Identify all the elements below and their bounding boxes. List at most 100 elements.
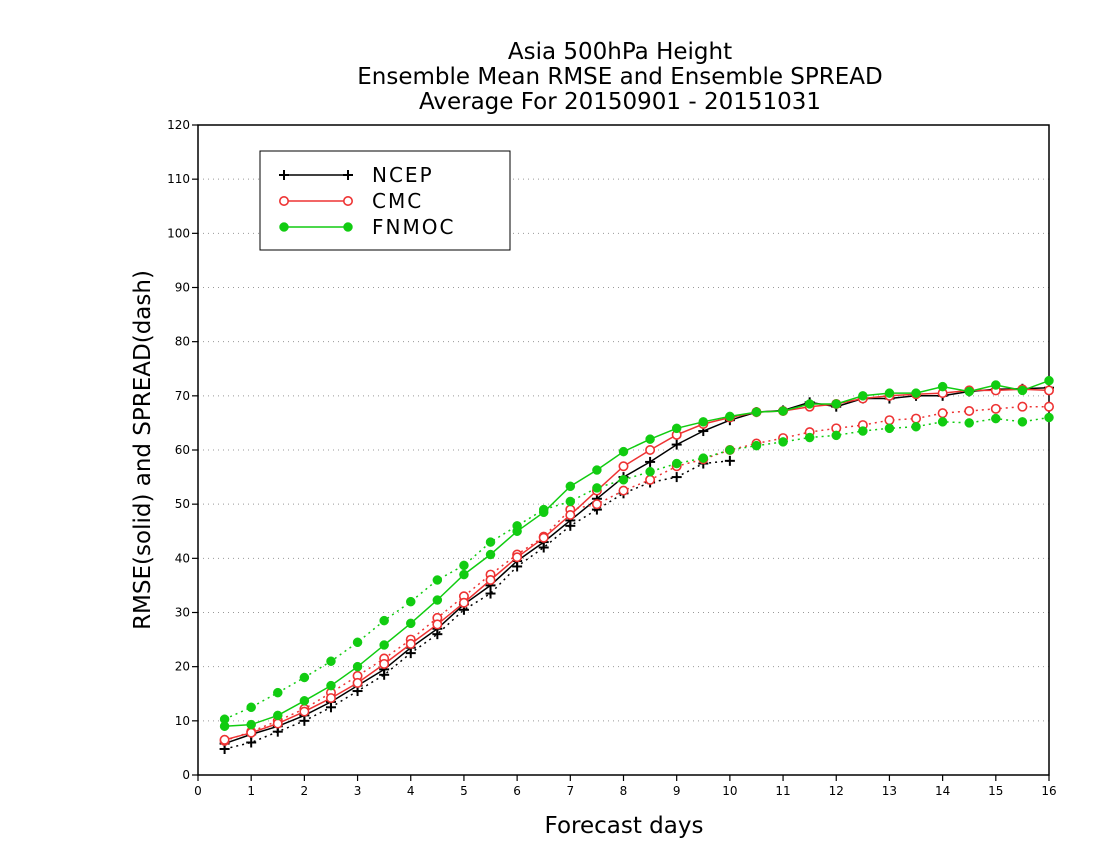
fnmoc-rmse-point <box>326 680 336 691</box>
legend-label-ncep: NCEP <box>372 163 434 187</box>
x-tick-label-0: 0 <box>194 784 202 798</box>
fnmoc-rmse-point <box>831 399 841 409</box>
fnmoc-rmse-point <box>725 411 735 422</box>
x-tick-label-11: 11 <box>775 784 790 798</box>
fnmoc-rmse-point <box>565 481 576 492</box>
fnmoc-rmse-point <box>618 446 629 457</box>
y-axis-label: RMSE(solid) and SPREAD(dash) <box>130 270 156 630</box>
fnmoc-spread-point <box>964 418 974 428</box>
fnmoc-spread-point <box>246 702 256 713</box>
fnmoc-rmse-point <box>671 423 682 434</box>
chart-title-line-3: Average For 20150901 - 20151031 <box>419 89 821 115</box>
cmc-rmse-point <box>272 718 283 729</box>
legend-marker-ncep-start <box>279 170 289 180</box>
fnmoc-spread-point <box>831 430 841 441</box>
fnmoc-rmse-point <box>352 661 363 672</box>
cmc-rmse-point <box>219 734 230 745</box>
legend-marker-cmc-start <box>278 196 289 207</box>
y-tick-label-110: 110 <box>167 172 190 186</box>
fnmoc-spread-point <box>299 672 310 683</box>
cmc-spread-point <box>884 415 895 426</box>
fnmoc-rmse-point <box>406 618 416 629</box>
fnmoc-rmse-point <box>592 465 602 475</box>
x-tick-label-8: 8 <box>620 784 628 798</box>
fnmoc-spread-point <box>645 466 655 477</box>
x-tick-label-9: 9 <box>673 784 681 798</box>
fnmoc-spread-point <box>671 458 682 469</box>
fnmoc-spread-point <box>751 440 762 451</box>
fnmoc-spread-point <box>485 537 496 547</box>
cmc-spread-point <box>591 499 602 510</box>
fnmoc-spread-point <box>778 437 788 447</box>
legend-label-fnmoc: FNMOC <box>372 215 455 239</box>
fnmoc-rmse-point <box>884 388 895 398</box>
ncep-rmse-point <box>645 456 656 467</box>
y-tick-label-30: 30 <box>175 606 190 620</box>
x-tick-label-14: 14 <box>935 784 950 798</box>
fnmoc-rmse-point <box>858 391 868 401</box>
cmc-spread-point <box>1044 401 1055 412</box>
x-tick-label-4: 4 <box>407 784 415 798</box>
fnmoc-spread-point <box>379 615 389 626</box>
cmc-rmse-point <box>325 693 336 704</box>
fnmoc-spread-point <box>459 560 469 571</box>
y-tick-label-40: 40 <box>175 551 190 565</box>
fnmoc-rmse-point <box>299 696 310 706</box>
cmc-spread-point <box>1017 401 1028 412</box>
fnmoc-rmse-point <box>991 380 1001 390</box>
cmc-rmse-point <box>352 677 363 688</box>
series-layer <box>219 375 1055 754</box>
fnmoc-rmse-point <box>512 526 522 536</box>
legend-label-cmc: CMC <box>372 189 423 213</box>
series-fnmoc <box>219 375 1054 731</box>
x-tick-label-7: 7 <box>566 784 574 798</box>
fnmoc-rmse-point <box>485 549 496 560</box>
fnmoc-spread-point <box>991 413 1001 424</box>
fnmoc-rmse-point <box>937 381 948 392</box>
y-tick-label-0: 0 <box>182 768 190 782</box>
fnmoc-rmse-point <box>246 719 256 730</box>
y-tick-label-100: 100 <box>167 226 190 240</box>
cmc-rmse-point <box>432 619 443 630</box>
chart-title-line-1: Asia 500hPa Height <box>508 39 732 65</box>
x-tick-label-16: 16 <box>1041 784 1056 798</box>
fnmoc-rmse-point <box>432 595 443 605</box>
cmc-spread-point <box>964 405 975 416</box>
cmc-rmse-point <box>512 552 523 563</box>
cmc-rmse-point <box>1044 385 1055 396</box>
fnmoc-rmse-point <box>645 434 655 444</box>
x-axis-label: Forecast days <box>545 813 704 839</box>
legend-marker-ncep-end <box>343 170 353 180</box>
legend-marker-fnmoc-start <box>279 222 289 232</box>
cmc-spread-point <box>937 408 948 419</box>
fnmoc-spread-point <box>565 496 576 507</box>
cmc-rmse-point <box>299 706 310 717</box>
cmc-rmse-point <box>565 509 576 520</box>
y-tick-label-60: 60 <box>175 443 190 457</box>
chart-title-line-2: Ensemble Mean RMSE and Ensemble SPREAD <box>357 64 882 90</box>
cmc-spread-point <box>990 403 1001 414</box>
cmc-rmse-point <box>618 461 629 472</box>
y-tick-label-80: 80 <box>175 335 190 349</box>
fnmoc-spread-point <box>937 417 948 427</box>
x-tick-label-10: 10 <box>722 784 737 798</box>
cmc-spread-point <box>645 474 656 485</box>
ncep-spread-line <box>224 460 730 750</box>
fnmoc-spread-point <box>698 453 709 463</box>
fnmoc-spread-point <box>911 421 921 432</box>
x-tick-label-5: 5 <box>460 784 468 798</box>
fnmoc-spread-point <box>406 596 416 607</box>
y-tick-label-90: 90 <box>175 281 190 295</box>
fnmoc-rmse-point <box>273 710 283 721</box>
fnmoc-rmse-point <box>379 640 389 650</box>
fnmoc-rmse-point <box>804 399 815 409</box>
cmc-rmse-point <box>405 638 416 649</box>
ncep-spread-point <box>724 455 735 466</box>
fnmoc-spread-point <box>352 637 363 648</box>
cmc-spread-point <box>618 485 629 496</box>
cmc-spread-point <box>911 413 922 424</box>
x-tick-label-1: 1 <box>247 784 255 798</box>
